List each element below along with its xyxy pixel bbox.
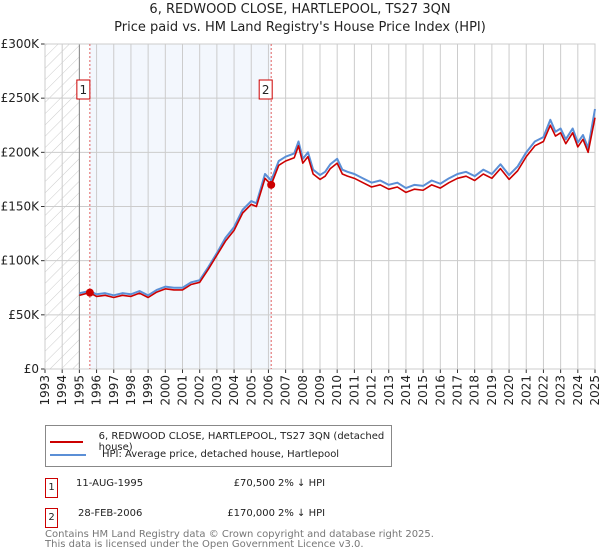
y-tick-label: £250K: [1, 91, 41, 105]
x-tick-label: 1997: [107, 375, 121, 406]
sale-marker-badge: 2: [45, 508, 58, 528]
footer: Contains HM Land Registry data © Crown c…: [45, 530, 434, 550]
legend-blue-line: [50, 453, 86, 456]
chart-plot: 1993 1994 1995 1996 1997 1998 1999 2000 2001 2002…: [1, 37, 600, 406]
x-tick-label: 2002: [193, 375, 207, 406]
sale-hpi: 2% ↓ HPI: [278, 478, 326, 489]
y-tick-label: £200K: [1, 145, 41, 159]
sale-label-box: [76, 79, 91, 100]
sale-price: £170,000: [227, 508, 275, 519]
x-tick-label: 2012: [365, 375, 379, 406]
x-tick-label: 1994: [55, 375, 69, 406]
x-tick-label: 2013: [382, 375, 396, 406]
legend-red-line: [50, 441, 83, 443]
y-tick-label: £300K: [1, 37, 41, 51]
sale-marker-badge: 1: [45, 478, 58, 498]
price-paid-line: [79, 117, 596, 299]
x-tick-label: 2010: [330, 375, 344, 406]
sale-hpi: 2% ↓ HPI: [278, 508, 326, 519]
legend: 6, REDWOOD CLOSE, HARTLEPOOL, TS27 3QN (…: [45, 425, 392, 467]
x-tick-label: 1995: [72, 375, 86, 406]
x-tick-label: 2003: [210, 375, 224, 406]
x-tick-label: 2017: [451, 375, 465, 406]
x-tick-label: 2009: [313, 375, 327, 406]
sale-point: [85, 288, 94, 297]
chart-title: 6, REDWOOD CLOSE, HARTLEPOOL, TS27 3QN: [149, 2, 451, 17]
x-tick-label: 2022: [536, 375, 550, 406]
x-tick-label: 2023: [554, 375, 568, 406]
y-tick-label: £100K: [1, 254, 41, 268]
x-tick-label: 2011: [347, 375, 361, 406]
x-tick-label: 2008: [296, 375, 310, 406]
x-tick-label: 2025: [588, 375, 600, 406]
legend-property: 6, REDWOOD CLOSE, HARTLEPOOL, TS27 3QN (…: [98, 431, 385, 453]
sale-label: 2: [262, 83, 270, 97]
sale-point: [267, 180, 276, 189]
footer-copyright: Contains HM Land Registry data © Crown c…: [45, 529, 434, 540]
x-tick-label: 2001: [176, 375, 190, 406]
sale-label: 1: [80, 83, 88, 97]
hpi-line: [79, 108, 596, 297]
y-tick-label: £50K: [8, 308, 40, 322]
x-tick-label: 2024: [571, 375, 585, 406]
x-tick-label: 2006: [261, 375, 275, 406]
plot-frame: [44, 43, 596, 370]
sale-price: £70,500: [233, 478, 275, 489]
x-tick-label: 2000: [158, 375, 172, 406]
x-tick-label: 2005: [244, 375, 258, 406]
x-tick-label: 2015: [416, 375, 430, 406]
sale-date: 11-AUG-1995: [76, 478, 144, 489]
footer-licence: This data is licensed under the Open Gov…: [45, 539, 364, 550]
x-tick-label: 1996: [90, 375, 104, 406]
x-tick-label: 1993: [38, 375, 52, 406]
x-tick-label: 2020: [502, 375, 516, 406]
y-tick-label: £150K: [1, 200, 41, 214]
x-tick-label: 2018: [468, 375, 482, 406]
x-tick-label: 1998: [124, 375, 138, 406]
x-tick-label: 1999: [141, 375, 155, 406]
x-tick-label: 2019: [485, 375, 499, 406]
x-tick-label: 2021: [519, 375, 533, 406]
x-tick-label: 2004: [227, 375, 241, 406]
x-tick-label: 2014: [399, 375, 413, 406]
chart-subtitle: Price paid vs. HM Land Registry's House …: [114, 20, 486, 35]
sale-date: 28-FEB-2006: [78, 508, 143, 519]
y-tick-label: £0: [24, 362, 39, 376]
sale-label-box: [258, 79, 273, 100]
x-tick-label: 2007: [279, 375, 293, 406]
legend-hpi: HPI: Average price, detached house, Hart…: [102, 449, 340, 460]
x-tick-label: 2016: [433, 375, 447, 406]
